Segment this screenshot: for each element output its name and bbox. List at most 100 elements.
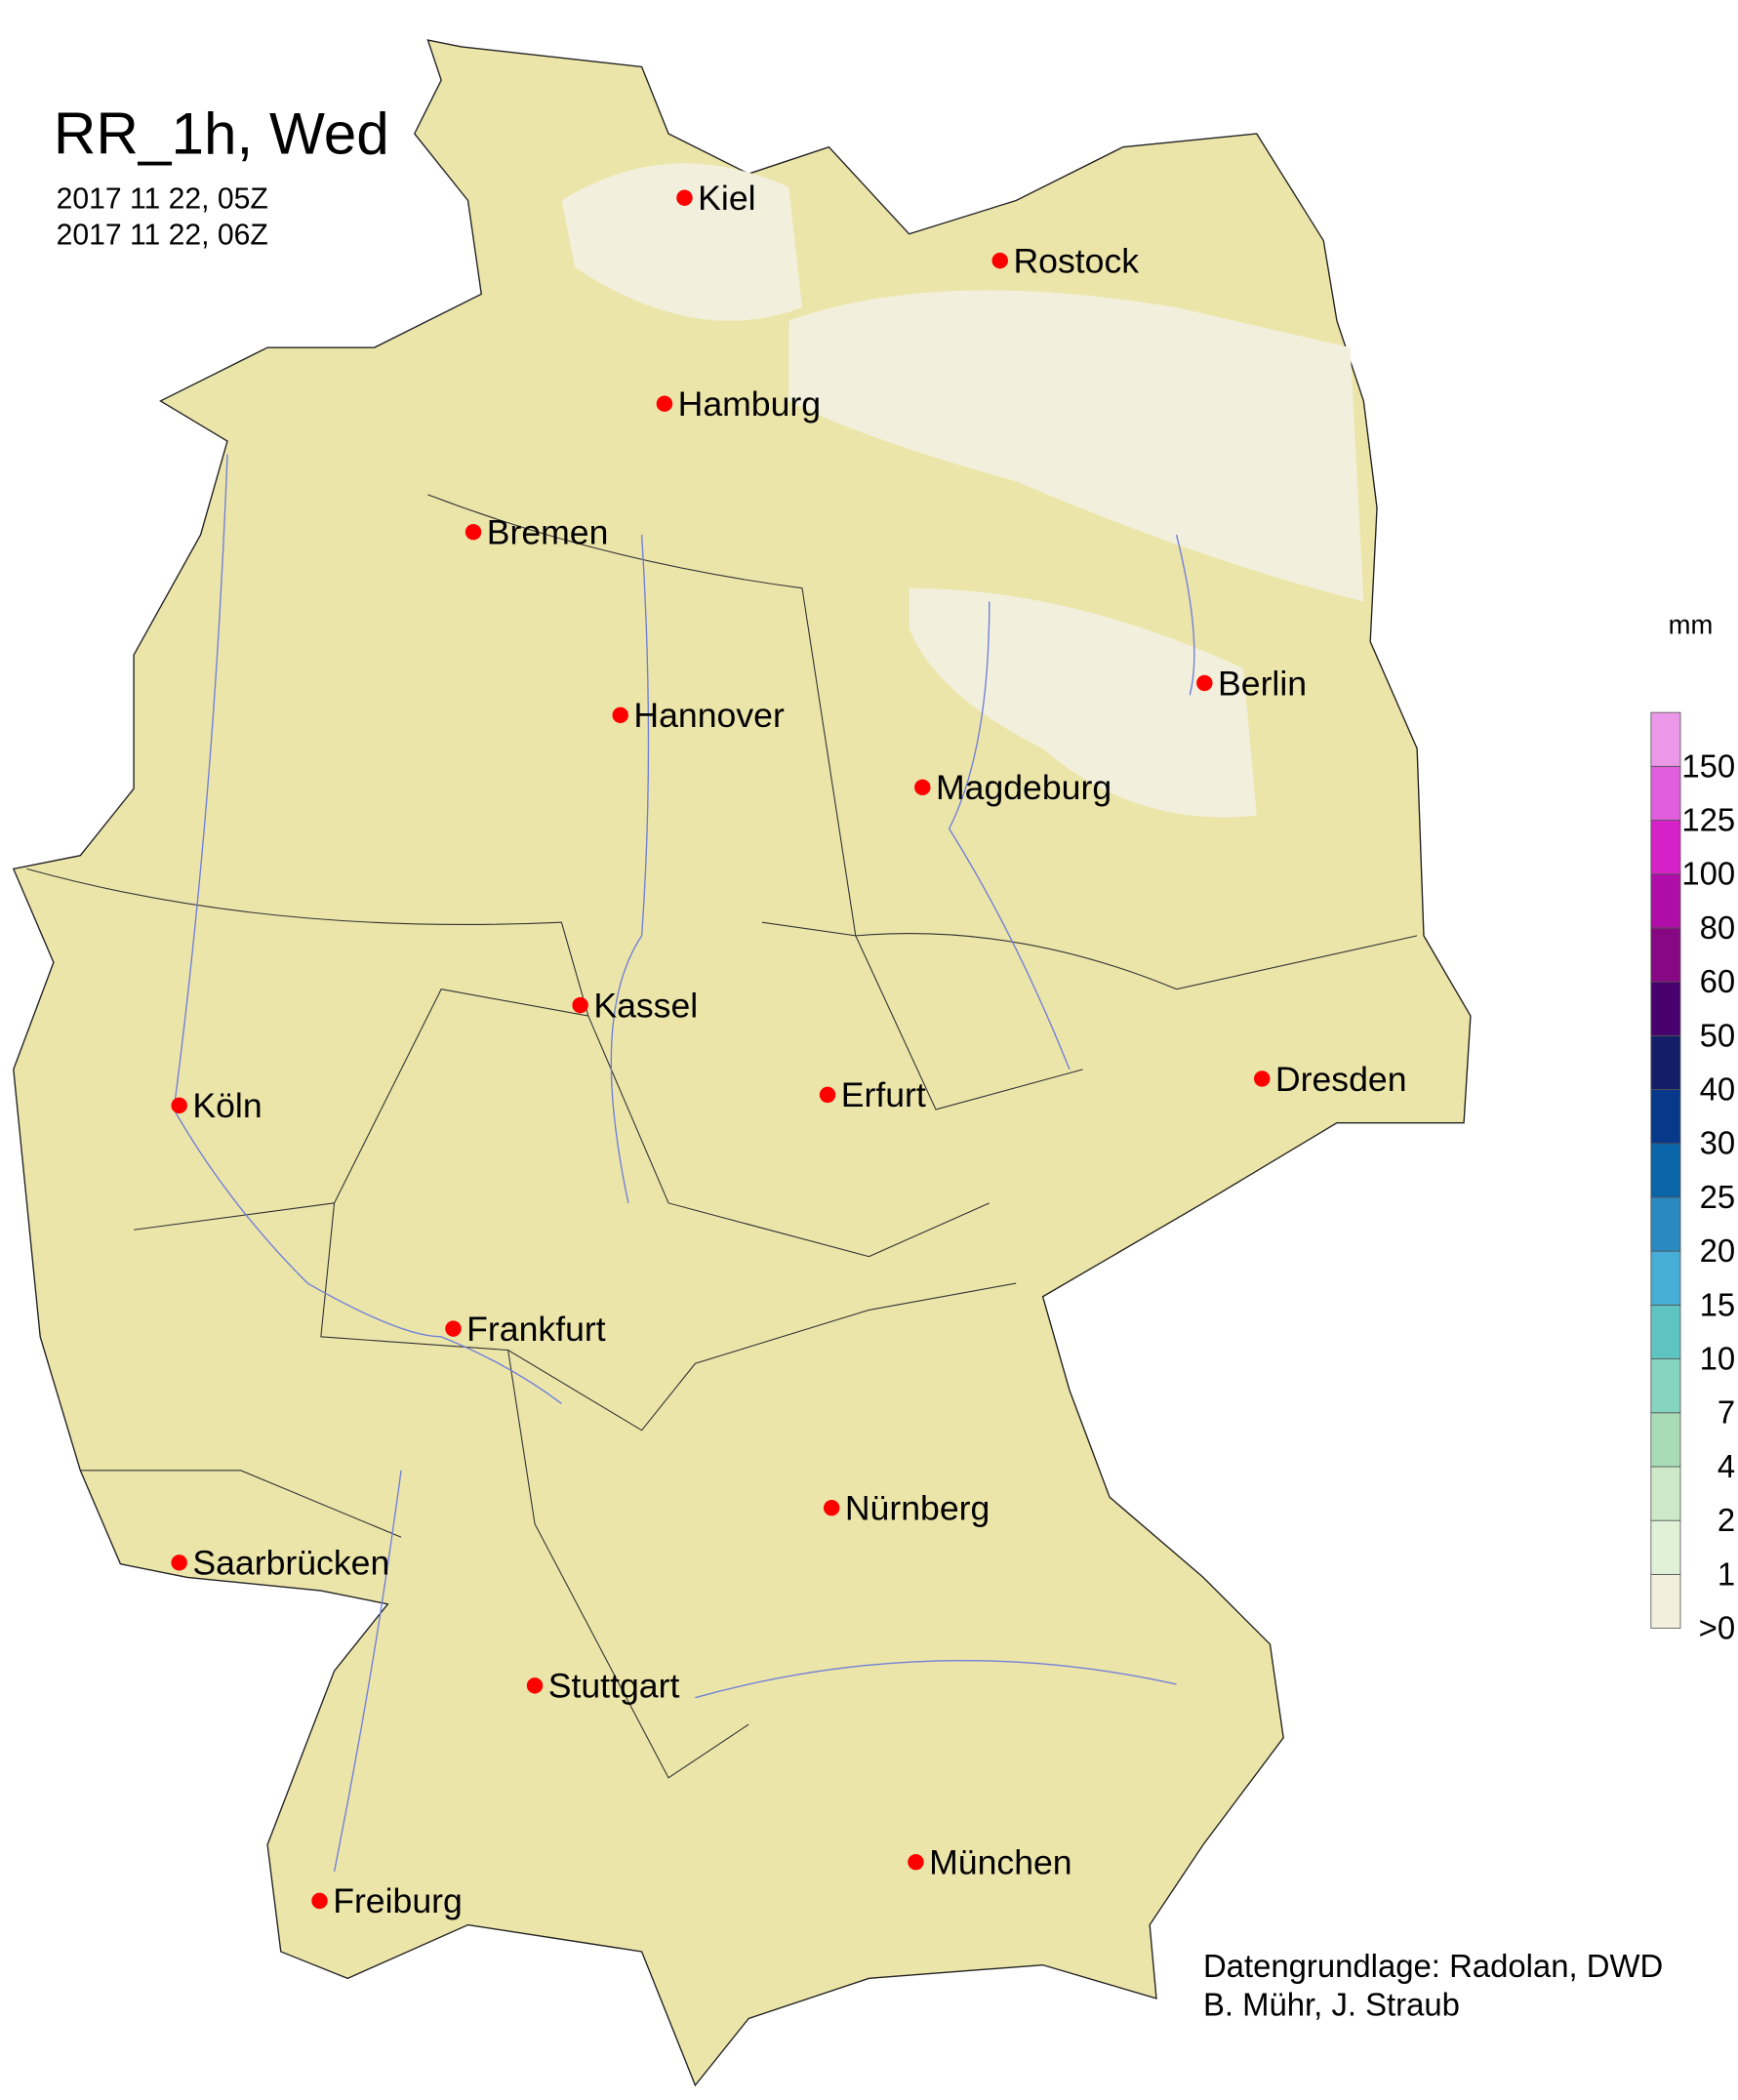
legend-swatch <box>1650 1466 1681 1521</box>
city-label: Kassel <box>593 986 698 1025</box>
legend-label: 50 <box>1700 1017 1736 1053</box>
legend-swatch <box>1650 873 1681 929</box>
trace-precip-area-berlin <box>909 587 1257 818</box>
city-label: Saarbrücken <box>192 1544 389 1583</box>
city-label: Magdeburg <box>936 768 1112 807</box>
city-label: Erfurt <box>841 1075 926 1114</box>
city-magdeburg: Magdeburg <box>914 768 1112 807</box>
trace-precip-area-northeast <box>788 290 1364 602</box>
city-frankfurt: Frankfurt <box>445 1310 606 1349</box>
city-dot <box>908 1853 924 1871</box>
legend-swatch <box>1650 1412 1681 1468</box>
legend-swatch <box>1650 1034 1681 1090</box>
city-dot <box>991 252 1008 269</box>
legend-label: 80 <box>1700 909 1736 946</box>
city-label: Frankfurt <box>466 1310 606 1349</box>
city-dot <box>823 1499 840 1516</box>
city-dot <box>819 1086 836 1104</box>
city-label: Bremen <box>487 513 609 552</box>
city-label: Rostock <box>1013 241 1139 280</box>
legend-label: 1 <box>1718 1555 1735 1592</box>
color-legend: mm >0 1 2 4 7 10 15 20 25 30 40 50 60 80 100 125 150 <box>1650 609 1736 1646</box>
credit-line-2: B. Mühr, J. Straub <box>1203 1987 1460 2023</box>
city-münchen: München <box>908 1842 1072 1881</box>
state-borders <box>26 494 1418 1779</box>
legend-swatch <box>1650 1304 1681 1359</box>
legend-label: 30 <box>1700 1125 1736 1161</box>
legend-swatch <box>1650 1089 1681 1145</box>
time-end: 2017 11 22, 06Z <box>57 220 268 252</box>
legend-label: 4 <box>1718 1448 1735 1484</box>
city-label: Hamburg <box>678 384 821 424</box>
time-start: 2017 11 22, 05Z <box>57 183 268 216</box>
city-erfurt: Erfurt <box>819 1075 926 1114</box>
city-dot <box>572 996 588 1014</box>
city-dot <box>311 1892 328 1910</box>
city-dot <box>676 189 693 206</box>
city-label: Kiel <box>698 179 755 218</box>
legend-label: >0 <box>1699 1610 1735 1646</box>
city-label: Nürnberg <box>845 1488 990 1527</box>
city-dot <box>171 1097 187 1114</box>
city-rostock: Rostock <box>991 241 1139 280</box>
city-stuttgart: Stuttgart <box>526 1667 679 1706</box>
germany-map <box>12 39 1472 2087</box>
legend-label: 2 <box>1718 1502 1735 1538</box>
legend-label: 7 <box>1718 1394 1735 1431</box>
city-nürnberg: Nürnberg <box>823 1488 990 1527</box>
legend-swatch <box>1650 1358 1681 1414</box>
legend-swatch <box>1650 1519 1681 1575</box>
city-label: Freiburg <box>333 1881 463 1920</box>
legend-label: 100 <box>1681 856 1735 892</box>
city-berlin: Berlin <box>1196 664 1307 703</box>
trace-precip-area-north <box>561 163 803 321</box>
city-dot <box>1196 674 1213 692</box>
city-kiel: Kiel <box>676 179 756 218</box>
credits: Datengrundlage: Radolan, DWD B. Mühr, J.… <box>1203 1948 1663 2023</box>
city-dot <box>465 523 482 541</box>
legend-label: 15 <box>1700 1286 1736 1322</box>
city-label: Köln <box>192 1086 262 1125</box>
legend-swatch <box>1650 927 1681 983</box>
city-freiburg: Freiburg <box>311 1881 463 1920</box>
city-saarbrücken: Saarbrücken <box>171 1544 389 1583</box>
legend-label: 10 <box>1700 1341 1736 1377</box>
legend-swatch <box>1650 1573 1681 1629</box>
legend-swatch <box>1650 820 1681 875</box>
title-block: RR_1h, Wed 2017 11 22, 05Z 2017 11 22, 0… <box>54 101 389 252</box>
city-dot <box>1254 1070 1271 1087</box>
legend-swatch <box>1650 1196 1681 1252</box>
city-kassel: Kassel <box>572 986 698 1025</box>
legend-swatch <box>1650 711 1681 767</box>
city-köln: Köln <box>171 1086 263 1125</box>
city-dot <box>526 1677 544 1694</box>
city-label: Dresden <box>1275 1060 1407 1099</box>
rivers <box>173 454 1195 1872</box>
city-label: München <box>929 1842 1072 1881</box>
city-dot <box>656 395 673 412</box>
legend-swatch <box>1650 1250 1681 1306</box>
legend-swatch <box>1650 1143 1681 1198</box>
credit-line-1: Datengrundlage: Radolan, DWD <box>1203 1948 1663 1984</box>
city-bremen: Bremen <box>465 513 609 552</box>
city-label: Hannover <box>633 696 785 735</box>
city-label: Berlin <box>1218 664 1307 703</box>
legend-label: 60 <box>1700 963 1736 999</box>
city-dot <box>171 1555 187 1571</box>
legend-label: 25 <box>1700 1179 1736 1215</box>
city-hannover: Hannover <box>612 696 785 735</box>
legend-swatch <box>1650 765 1681 821</box>
legend-label: 20 <box>1700 1232 1736 1269</box>
city-hamburg: Hamburg <box>656 384 821 424</box>
legend-swatch <box>1650 981 1681 1036</box>
legend-label: 40 <box>1700 1071 1736 1108</box>
legend-label: 125 <box>1681 801 1735 837</box>
city-markers: Kiel Rostock Hamburg Bremen Berlin Hannover Ma… <box>171 179 1407 1920</box>
city-dot <box>445 1320 462 1337</box>
germany-land <box>12 39 1472 2087</box>
map-title: RR_1h, Wed <box>54 101 389 167</box>
legend-label: 150 <box>1681 747 1735 784</box>
city-dot <box>914 779 931 796</box>
legend-unit: mm <box>1669 609 1714 639</box>
